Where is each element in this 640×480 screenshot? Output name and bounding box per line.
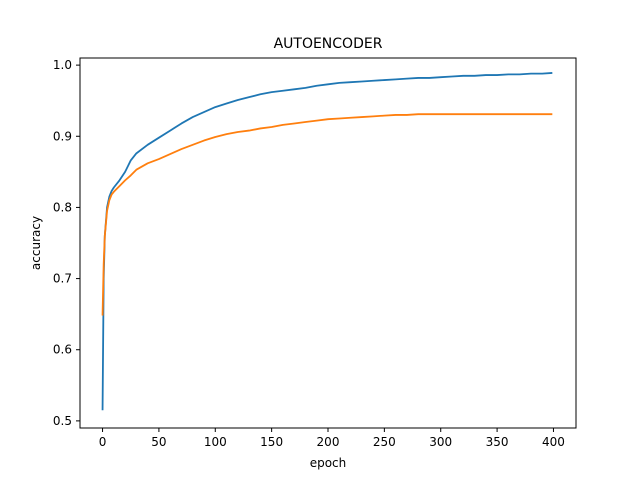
y-tick-label: 0.9	[53, 129, 72, 143]
x-axis: 0 50 100 150 200 250 300 350 400	[99, 428, 565, 449]
series-line-2	[101, 113, 553, 316]
x-tick-label: 250	[373, 435, 396, 449]
y-tick-label: 0.8	[53, 200, 72, 214]
y-tick-label: 1.0	[53, 58, 72, 72]
plot-lines	[101, 72, 553, 411]
x-tick-label: 350	[486, 435, 509, 449]
chart-title: AUTOENCODER	[274, 36, 383, 52]
x-tick-label: 200	[317, 435, 340, 449]
y-tick-label: 0.7	[53, 272, 72, 286]
x-tick-label: 400	[542, 435, 565, 449]
x-tick-label: 50	[151, 435, 166, 449]
series-line-1	[101, 72, 553, 411]
x-tick-label: 150	[260, 435, 283, 449]
x-tick-label: 100	[204, 435, 227, 449]
x-axis-label: epoch	[310, 456, 347, 470]
y-tick-label: 0.5	[53, 414, 72, 428]
y-axis: 0.5 0.6 0.7 0.8 0.9 1.0	[53, 58, 80, 428]
x-tick-label: 300	[429, 435, 452, 449]
x-tick-label: 0	[99, 435, 107, 449]
y-axis-label: accuracy	[29, 216, 43, 270]
y-tick-label: 0.6	[53, 343, 72, 357]
